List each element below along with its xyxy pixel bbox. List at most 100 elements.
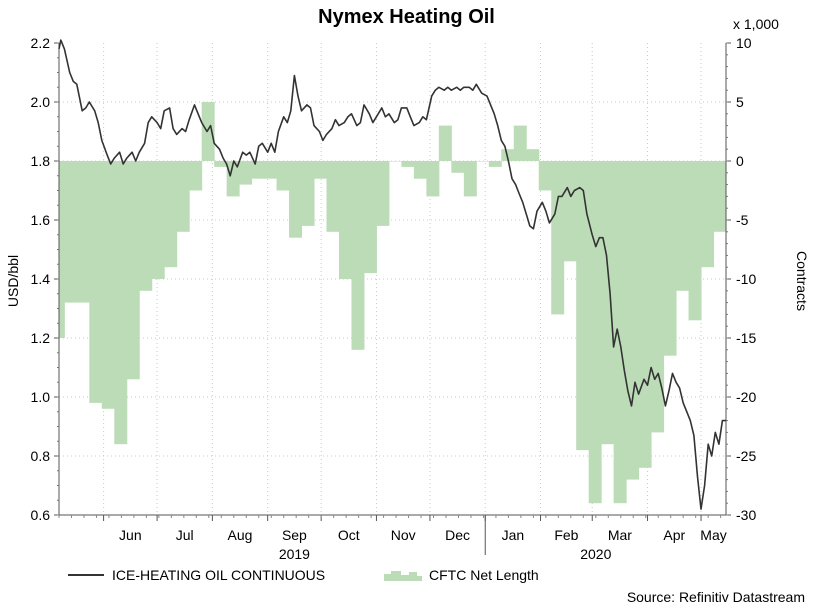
net-length-bar <box>126 161 140 380</box>
month-label: Nov <box>391 527 416 543</box>
net-length-bar <box>239 161 253 185</box>
net-length-bar <box>76 161 90 303</box>
net-length-bar <box>314 161 328 179</box>
net-length-bar <box>676 161 690 291</box>
right-tick-label: -10 <box>736 271 756 287</box>
net-length-bar <box>513 125 527 161</box>
right-tick-label: 5 <box>736 94 744 110</box>
net-length-bar <box>189 161 203 191</box>
net-length-bar <box>563 161 577 262</box>
month-label: Apr <box>663 527 685 543</box>
net-length-bar <box>164 161 178 268</box>
net-length-bar <box>576 161 590 451</box>
month-label: Feb <box>554 527 578 543</box>
legend-area-swatch <box>384 571 422 581</box>
net-length-bar <box>701 161 715 268</box>
net-length-bar <box>376 161 390 226</box>
net-length-bar <box>151 161 165 279</box>
left-tick-label: 2.2 <box>31 35 51 51</box>
net-length-bar <box>601 161 615 445</box>
net-length-bar <box>688 161 702 321</box>
right-tick-label: -15 <box>736 330 756 346</box>
net-length-bar <box>626 161 640 480</box>
net-length-bar <box>663 161 677 356</box>
net-length-bar <box>538 161 552 191</box>
month-label: Oct <box>338 527 360 543</box>
net-length-bar <box>651 161 665 433</box>
net-length-bar <box>638 161 652 468</box>
month-label: Jan <box>502 527 525 543</box>
left-tick-label: 0.8 <box>31 448 51 464</box>
net-length-bar <box>388 161 402 162</box>
month-label: Jul <box>176 527 194 543</box>
net-length-bar <box>488 161 502 167</box>
left-tick-label: 1.0 <box>31 389 51 405</box>
net-length-bar <box>264 161 278 179</box>
month-label: Jun <box>119 527 142 543</box>
net-length-bar <box>476 161 490 162</box>
net-length-bar <box>226 161 240 197</box>
left-tick-label: 1.4 <box>31 271 51 287</box>
month-label: May <box>700 527 726 543</box>
year-label: 2020 <box>580 546 611 562</box>
net-length-bar <box>176 161 190 232</box>
left-tick-label: 1.6 <box>31 212 51 228</box>
right-axis-multiplier: x 1,000 <box>733 16 779 32</box>
month-label: Dec <box>445 527 470 543</box>
legend-item-price: ICE-HEATING OIL CONTINUOUS <box>66 565 325 585</box>
right-tick-label: 0 <box>736 153 744 169</box>
net-length-bar <box>351 161 365 350</box>
chart-title: Nymex Heating Oil <box>318 6 495 28</box>
legend-line-swatch <box>68 574 104 576</box>
left-tick-label: 1.2 <box>31 330 51 346</box>
right-tick-label: -5 <box>736 212 749 228</box>
price-line-group <box>58 39 726 510</box>
right-tick-label: -20 <box>736 389 756 405</box>
month-label: Mar <box>608 527 632 543</box>
net-length-bar <box>201 102 215 161</box>
year-label: 2019 <box>279 546 310 562</box>
net-length-bar <box>139 161 153 291</box>
net-length-area <box>59 102 727 504</box>
net-length-bar <box>363 161 377 274</box>
net-length-bar <box>89 161 103 403</box>
net-length-bar <box>251 161 265 179</box>
net-length-bar <box>59 161 65 338</box>
net-length-bar <box>301 161 315 226</box>
net-length-bar <box>526 149 540 161</box>
net-length-bar <box>713 161 727 232</box>
source-note: Source: Refinitiv Datastream <box>626 589 805 605</box>
net-length-bar <box>326 161 340 232</box>
price-line <box>58 39 726 510</box>
left-tick-label: 2.0 <box>31 94 51 110</box>
net-length-bar <box>463 161 477 197</box>
left-tick-label: 0.6 <box>31 507 51 523</box>
net-length-bar <box>588 161 602 504</box>
net-length-bar <box>276 161 290 191</box>
net-length-bar <box>551 161 565 315</box>
net-length-bar <box>64 161 78 303</box>
right-tick-label: 10 <box>736 35 752 51</box>
left-tick-label: 1.8 <box>31 153 51 169</box>
month-label: Sep <box>282 527 307 543</box>
net-length-bar <box>214 161 228 167</box>
net-length-bar <box>114 161 128 445</box>
net-length-bar <box>613 161 627 504</box>
month-label: Aug <box>228 527 253 543</box>
net-length-bar <box>401 161 415 167</box>
net-length-bar <box>101 161 115 409</box>
legend-item-net-length: CFTC Net Length <box>383 565 539 585</box>
net-length-bar <box>438 125 452 161</box>
legend-label-net-length: CFTC Net Length <box>429 567 539 583</box>
legend-label-price: ICE-HEATING OIL CONTINUOUS <box>112 567 326 583</box>
right-tick-label: -25 <box>736 448 756 464</box>
axis-ticks: 0.6 0.8 1.0 1.2 1.4 1.6 1.8 2.0 2.2 -30 -25 -20 -15 -… <box>31 35 757 562</box>
net-length-bar <box>426 161 440 197</box>
net-length-bar <box>338 161 352 279</box>
net-length-bar <box>289 161 303 238</box>
net-length-bar <box>413 161 427 179</box>
net-length-bar <box>451 161 465 173</box>
right-tick-label: -30 <box>736 507 756 523</box>
